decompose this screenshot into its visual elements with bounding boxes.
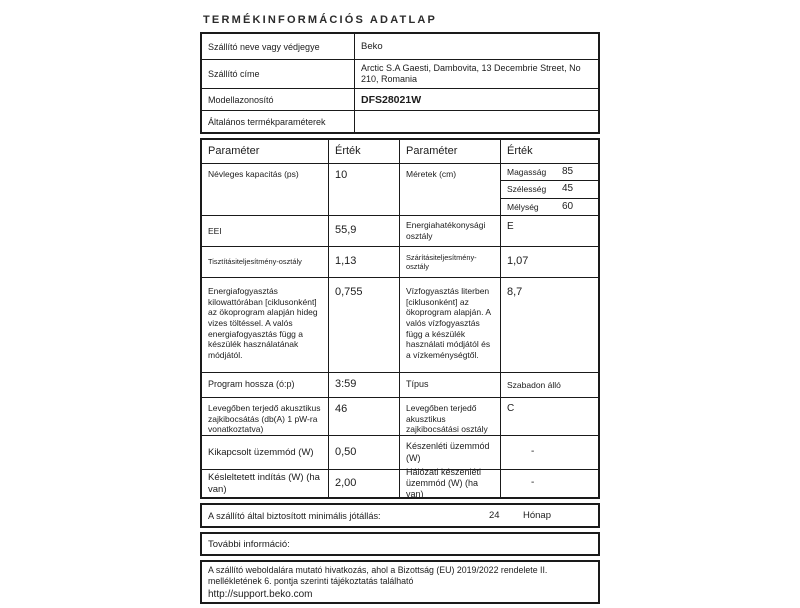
header-value-1: Érték bbox=[328, 140, 399, 163]
warranty-row: A szállító által biztosított minimális j… bbox=[200, 503, 600, 528]
cleaning-class-value: 1,13 bbox=[328, 247, 399, 277]
dimensions-label: Méretek (cm) bbox=[399, 164, 500, 215]
off-mode-label: Kikapcsolt üzemmód (W) bbox=[208, 446, 314, 458]
support-url: http://support.beko.com bbox=[208, 588, 313, 600]
model-id-label: Modellazonosító bbox=[202, 89, 355, 110]
table-row: Modellazonosító DFS28021W bbox=[202, 88, 598, 110]
table-row: Késleltetett indítás (W) (ha van) 2,00 H… bbox=[202, 467, 598, 499]
general-params-value bbox=[355, 111, 598, 132]
supplier-address-label: Szállító címe bbox=[202, 60, 355, 88]
table-row: EEI 55,9 Energiahatékonysági osztály E bbox=[202, 215, 598, 246]
header-value-2: Érték bbox=[500, 140, 598, 163]
page-title: TERMÉKINFORMÁCIÓS ADATLAP bbox=[203, 14, 438, 26]
width-label: Szélesség bbox=[507, 184, 547, 195]
program-duration-value: 3:59 bbox=[328, 373, 399, 397]
cleaning-class-label: Tisztításiteljesítmény-osztály bbox=[208, 257, 302, 267]
supplier-table: Szállító neve vagy védjegye Beko Szállít… bbox=[200, 32, 600, 134]
type-label: Típus bbox=[399, 373, 500, 397]
table-row: Általános termékparaméterek bbox=[202, 110, 598, 132]
eei-value: 55,9 bbox=[328, 216, 399, 246]
networked-standby-label: Hálózati készenléti üzemmód (W) (ha van) bbox=[399, 467, 500, 499]
more-info-row: További információ: bbox=[200, 532, 600, 556]
dimension-row: Magasság 85 bbox=[501, 164, 598, 180]
water-consumption-label: Vízfogyasztás literben [ciklusonként] az… bbox=[399, 278, 500, 372]
noise-emission-value: 46 bbox=[328, 398, 399, 435]
capacity-value: 10 bbox=[328, 164, 399, 215]
table-row: Energiafogyasztás kilowattórában [ciklus… bbox=[202, 277, 598, 372]
general-params-label: Általános termékparaméterek bbox=[202, 111, 355, 132]
height-value: 85 bbox=[562, 165, 574, 177]
type-value: Szabadon álló bbox=[500, 373, 598, 397]
table-row: Kikapcsolt üzemmód (W) 0,50 Készenléti ü… bbox=[202, 435, 598, 469]
depth-value: 60 bbox=[562, 200, 574, 212]
supplier-name-label: Szállító neve vagy védjegye bbox=[202, 34, 355, 59]
program-duration-label: Program hossza (ó:p) bbox=[208, 379, 295, 390]
depth-label: Mélység bbox=[507, 201, 539, 212]
drying-class-value: 1,07 bbox=[500, 247, 598, 277]
product-information-sheet: TERMÉKINFORMÁCIÓS ADATLAP Szállító neve … bbox=[200, 14, 600, 608]
supplier-name-value: Beko bbox=[361, 41, 383, 52]
networked-standby-value: - bbox=[500, 470, 598, 497]
warranty-value: 24 bbox=[489, 510, 500, 521]
footer-text: A szállító weboldalára mutató hivatkozás… bbox=[208, 565, 548, 587]
table-row: Program hossza (ó:p) 3:59 Típus Szabadon… bbox=[202, 372, 598, 397]
dimension-row: Szélesség 45 bbox=[501, 180, 598, 197]
table-row: Levegőben terjedő akusztikus zajkibocsát… bbox=[202, 397, 598, 435]
noise-emission-label: Levegőben terjedő akusztikus zajkibocsát… bbox=[208, 403, 321, 435]
table-row: Névleges kapacitás (ps) 10 Méretek (cm) … bbox=[202, 163, 598, 215]
footer-note: A szállító weboldalára mutató hivatkozás… bbox=[200, 560, 600, 604]
table-row: Tisztításiteljesítmény-osztály 1,13 Szár… bbox=[202, 246, 598, 277]
energy-consumption-label: Energiafogyasztás kilowattórában [ciklus… bbox=[208, 286, 318, 360]
table-row: Szállító címe Arctic S.A Gaesti, Dambovi… bbox=[202, 59, 598, 88]
drying-class-label: Szárításiteljesítmény-osztály bbox=[399, 247, 500, 277]
standby-mode-value: - bbox=[500, 436, 598, 469]
eei-label: EEI bbox=[208, 225, 222, 236]
warranty-unit: Hónap bbox=[523, 510, 551, 521]
dimension-row: Mélység 60 bbox=[501, 197, 598, 215]
warranty-label: A szállító által biztosított minimális j… bbox=[208, 510, 381, 521]
table-header-row: Paraméter Érték Paraméter Érték bbox=[202, 140, 598, 163]
header-parameter-1: Paraméter bbox=[208, 145, 260, 157]
model-id-value: DFS28021W bbox=[361, 93, 422, 106]
standby-mode-label: Készenléti üzemmód (W) bbox=[399, 436, 500, 469]
noise-class-label: Levegőben terjedő akusztikus zajkibocsát… bbox=[399, 398, 500, 435]
dimensions-subtable: Magasság 85 Szélesség 45 Mélység 60 bbox=[500, 164, 598, 215]
energy-consumption-value: 0,755 bbox=[328, 278, 399, 372]
supplier-address-value: Arctic S.A Gaesti, Dambovita, 13 Decembr… bbox=[361, 62, 581, 84]
header-parameter-2: Paraméter bbox=[399, 140, 500, 163]
off-mode-value: 0,50 bbox=[328, 436, 399, 469]
more-info-label: További információ: bbox=[208, 538, 290, 550]
capacity-label: Névleges kapacitás (ps) bbox=[208, 169, 299, 179]
delayed-start-label: Késleltetett indítás (W) (ha van) bbox=[208, 471, 320, 495]
energy-class-value: E bbox=[500, 216, 598, 246]
parameters-table: Paraméter Érték Paraméter Érték Névleges… bbox=[200, 138, 600, 499]
height-label: Magasság bbox=[507, 166, 547, 177]
water-consumption-value: 8,7 bbox=[500, 278, 598, 372]
width-value: 45 bbox=[562, 183, 574, 195]
delayed-start-value: 2,00 bbox=[328, 470, 399, 497]
table-row: Szállító neve vagy védjegye Beko bbox=[202, 34, 598, 59]
noise-class-value: C bbox=[500, 398, 598, 435]
energy-class-label: Energiahatékonysági osztály bbox=[399, 216, 500, 246]
